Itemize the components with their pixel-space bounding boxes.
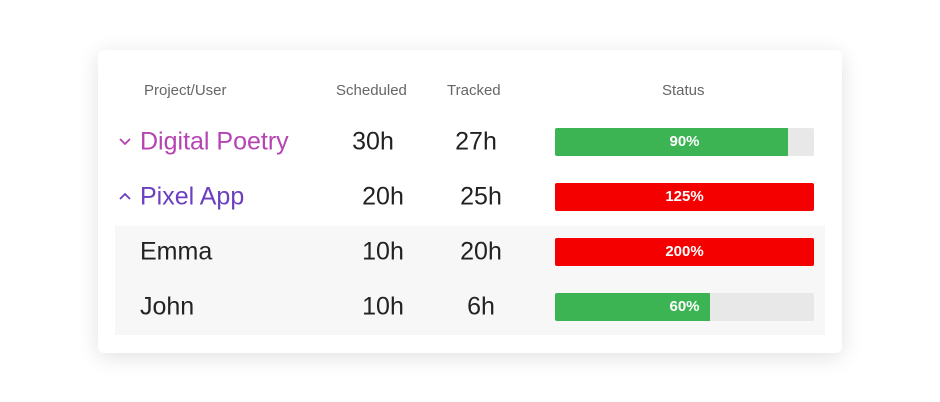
scheduled: 20h	[362, 182, 404, 211]
status-label: 60%	[669, 298, 700, 315]
row-name[interactable]: Pixel App	[140, 182, 245, 211]
scheduled: 30h	[352, 127, 394, 156]
scheduled: 10h	[362, 237, 404, 266]
status-bar	[555, 183, 814, 211]
row-name: Emma	[140, 237, 213, 266]
status-track: 90%	[555, 128, 814, 156]
status-track: 125%	[555, 183, 814, 211]
status-bar	[555, 238, 814, 266]
header: Status	[662, 82, 705, 99]
expand-chevron[interactable]	[118, 136, 132, 148]
row-name: John	[140, 292, 195, 321]
status-label: 200%	[665, 243, 704, 260]
header: Scheduled	[336, 82, 407, 99]
header: Project/User	[144, 82, 227, 99]
status-bar	[555, 293, 711, 321]
status-bar	[555, 128, 789, 156]
scheduled: 10h	[362, 292, 404, 321]
tracked: 20h	[460, 237, 502, 266]
tracked: 25h	[460, 182, 502, 211]
tracked: 6h	[467, 292, 495, 321]
collapse-chevron[interactable]	[118, 191, 132, 203]
row-name[interactable]: Digital Poetry	[140, 127, 289, 156]
status-label: 125%	[665, 188, 704, 205]
header: Tracked	[447, 82, 501, 99]
tracked: 27h	[455, 127, 497, 156]
status-label: 90%	[669, 133, 700, 150]
status-track: 60%	[555, 293, 814, 321]
status-track: 200%	[555, 238, 814, 266]
